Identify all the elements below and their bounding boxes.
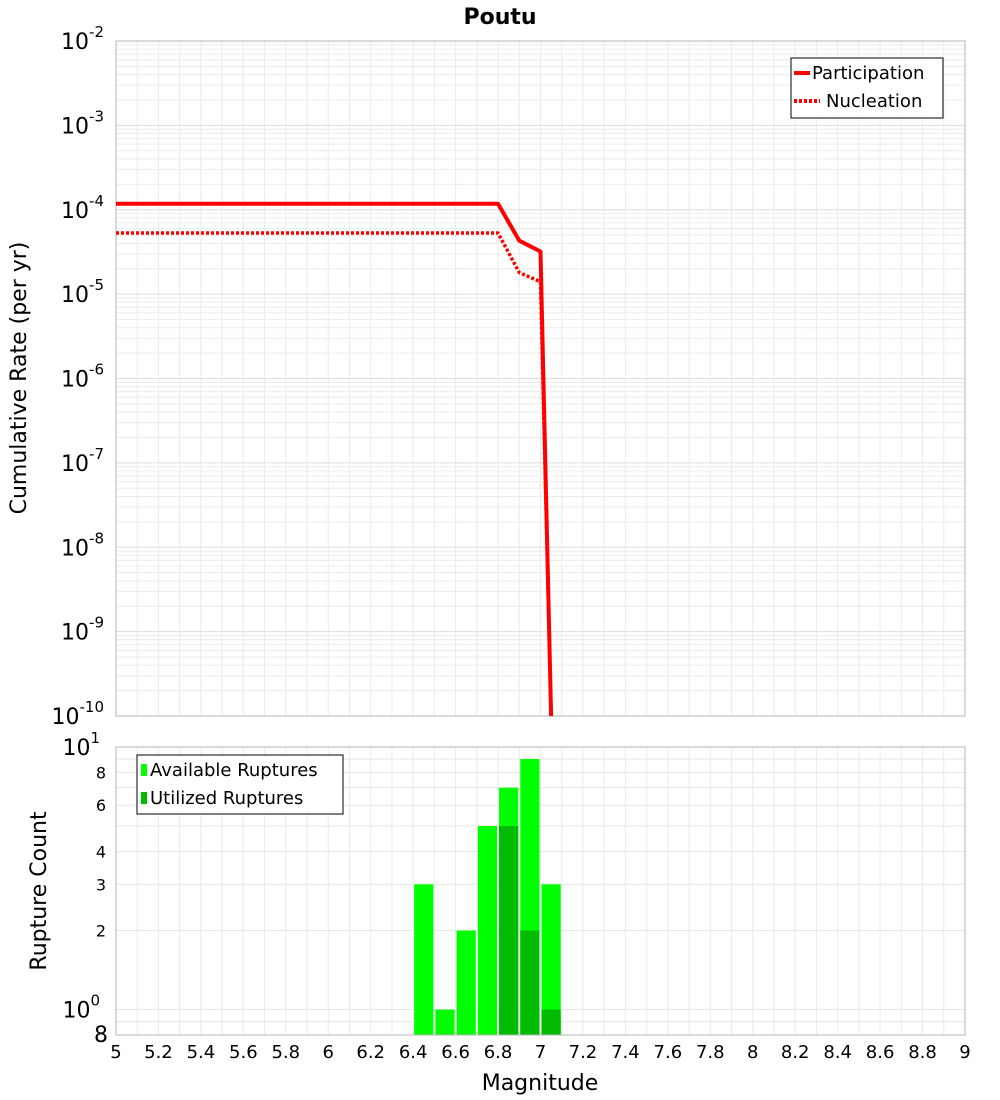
x-tick-label: 5.4	[187, 1042, 216, 1063]
x-axis-label: Magnitude	[482, 1071, 599, 1096]
x-tick-label: 7.2	[569, 1042, 598, 1063]
x-tick-label: 5	[110, 1042, 121, 1063]
bar-available-ruptures	[414, 884, 434, 1035]
count-y-tick-label: 4	[96, 842, 106, 861]
x-tick-label: 7.6	[654, 1042, 683, 1063]
bar-available-ruptures	[541, 884, 561, 1035]
x-tick-label: 9	[959, 1042, 970, 1063]
bar-available-ruptures	[456, 930, 476, 1035]
count-legend: Available Ruptures Utilized Ruptures	[136, 754, 344, 815]
legend-label-participation: Participation	[812, 63, 924, 84]
legend-label-nucleation: Nucleation	[826, 91, 922, 112]
x-tick-label: 7.4	[611, 1042, 640, 1063]
count-plot-border	[115, 746, 966, 1036]
x-tick-label: 6.8	[484, 1042, 513, 1063]
x-tick-label: 8	[747, 1042, 758, 1063]
rate-y-tick-label: 10-8	[61, 529, 104, 561]
rate-y-tick-label: 10-7	[61, 445, 104, 477]
rate-y-axis-label: Cumulative Rate (per yr)	[7, 242, 32, 515]
count-y-tick-label: 2	[96, 922, 106, 941]
x-tick-label: 6.6	[441, 1042, 470, 1063]
x-tick-label: 5.2	[144, 1042, 173, 1063]
x-tick-label: 8.6	[866, 1042, 895, 1063]
bar-available-ruptures	[435, 1009, 455, 1035]
rate-y-tick-label: 10-6	[61, 361, 104, 393]
x-tick-label: 8.4	[823, 1042, 852, 1063]
rate-y-tick-label: 10-5	[61, 276, 104, 308]
rate-plot-border	[115, 40, 966, 717]
rate-y-tick-label: 10-9	[61, 614, 104, 646]
bar-utilized-ruptures	[520, 930, 540, 1035]
rate-legend-box	[790, 57, 944, 119]
x-tick-label: 6.2	[356, 1042, 385, 1063]
rate-y-tick-label: 10-4	[61, 192, 104, 224]
rate-y-tick-label: 10-10	[52, 698, 105, 730]
bar-utilized-ruptures	[499, 826, 519, 1035]
count-legend-box	[136, 754, 344, 815]
rate-grid	[115, 41, 966, 717]
x-tick-label: 5.6	[229, 1042, 258, 1063]
x-tick-label: 6.4	[399, 1042, 428, 1063]
count-y-tick-label: 6	[96, 796, 106, 815]
chart-title: Poutu	[463, 5, 536, 30]
legend-label-available-ruptures: Available Ruptures	[150, 760, 318, 781]
bar-available-ruptures	[477, 826, 498, 1035]
count-y-tick-major-label: 101	[62, 729, 100, 761]
legend-swatch-utilized-ruptures	[141, 792, 147, 804]
legend-label-utilized-ruptures: Utilized Ruptures	[150, 788, 303, 809]
count-y-tick-label: 3	[96, 875, 106, 894]
x-tick-label: 6	[323, 1042, 334, 1063]
rate-y-tick-label: 10-3	[61, 107, 104, 139]
count-y-axis-label: Rupture Count	[27, 811, 52, 971]
count-y-tick-label: 8	[94, 1023, 108, 1048]
count-y-tick-major-label: 100	[62, 992, 100, 1024]
count-y-tick-label: 8	[96, 763, 106, 782]
x-tick-label: 7.8	[696, 1042, 725, 1063]
legend-swatch-available-ruptures	[141, 764, 147, 776]
x-tick-label: 8.8	[908, 1042, 937, 1063]
x-tick-label: 5.8	[271, 1042, 300, 1063]
rate-y-tick-label: 10-2	[61, 23, 104, 55]
x-tick-label: 8.2	[781, 1042, 810, 1063]
bar-utilized-ruptures	[541, 1009, 561, 1035]
x-tick-label: 7	[535, 1042, 546, 1063]
rate-legend: Participation Nucleation	[790, 57, 944, 119]
rate-panel: 10-10 10-9 10-8 10-7 10-6 10-5 10-4 10-3 10-2 Par…	[52, 23, 966, 730]
